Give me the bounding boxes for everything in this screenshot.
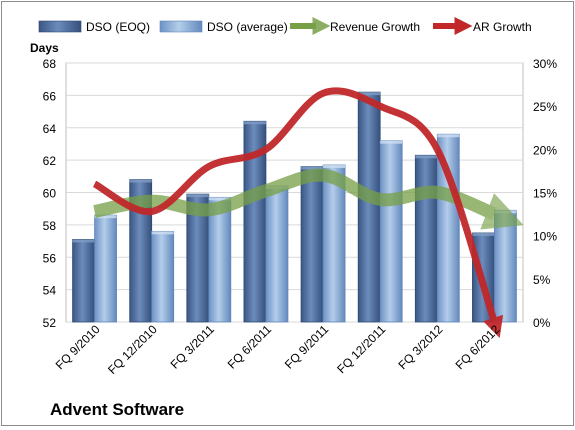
y2-tick-label: 5% [533, 273, 551, 287]
legend-item-revenue-growth: Revenue Growth [290, 17, 420, 35]
y-tick-label: 60 [43, 187, 57, 201]
bar-dso-average [94, 214, 117, 323]
y2-tick-label: 30% [533, 57, 557, 71]
legend-label-dso-eoq: DSO (EOQ) [86, 20, 150, 34]
bar-cap [415, 155, 438, 159]
growth-lines [92, 87, 524, 338]
bar-cap [380, 140, 403, 144]
legend-label-ar-growth: AR Growth [473, 20, 532, 34]
x-tick-label: FQ 3/2011 [168, 322, 218, 372]
x-tick-label: FQ 6/2011 [225, 322, 275, 372]
x-tick-label: FQ 9/2011 [282, 322, 332, 372]
y-tick-label: 56 [43, 251, 57, 265]
y-tick-label: 58 [43, 219, 57, 233]
y2-tick-label: 25% [533, 100, 557, 114]
bar-cap [323, 164, 346, 168]
bar-cap [72, 239, 95, 243]
bar-dso-average [265, 185, 289, 323]
y2-tick-label: 15% [533, 187, 557, 201]
x-tick-label: FQ 3/2012 [395, 322, 445, 372]
y-tick-label: 66 [43, 89, 57, 103]
bar-dso-eoq [300, 166, 324, 323]
ar-growth-line [92, 87, 504, 338]
bar-cap [472, 232, 495, 236]
left-axis: 52 54 56 58 60 62 64 66 68 [43, 57, 57, 330]
y2-tick-label: 0% [533, 316, 551, 330]
legend-item-dso-eoq: DSO (EOQ) [38, 20, 150, 34]
bar-dso-eoq [72, 239, 95, 323]
revenue-growth-line [93, 168, 524, 230]
x-tick-label: FQ 6/2012 [453, 322, 503, 372]
legend-label-revenue-growth: Revenue Growth [330, 20, 420, 34]
company-name: Advent Software [50, 400, 185, 419]
bar-cap [186, 194, 209, 198]
legend-item-ar-growth: AR Growth [433, 17, 532, 35]
legend-swatch-dso-eoq [38, 20, 82, 33]
y2-tick-label: 10% [533, 230, 557, 244]
y-tick-label: 64 [43, 122, 57, 136]
x-axis: FQ 9/2010 FQ 12/2010 FQ 3/2011 FQ 6/2011 FQ … [53, 322, 503, 377]
legend-swatch-dso-average [159, 20, 203, 33]
bar-cap [129, 179, 152, 183]
bar-dso-average [494, 209, 517, 323]
legend-item-dso-average: DSO (average) [159, 20, 288, 34]
bar-dso-average [379, 140, 403, 323]
y-tick-label: 54 [43, 284, 57, 298]
chart: 52 54 56 58 60 62 64 66 68 0% 5% 10% 15% 20% 25% 30% F… [30, 17, 557, 377]
bars [72, 91, 517, 323]
y-tick-label: 62 [43, 154, 57, 168]
bar-cap [94, 215, 117, 219]
x-tick-label: FQ 9/2010 [53, 322, 103, 372]
legend-label-dso-average: DSO (average) [207, 20, 288, 34]
y2-tick-label: 20% [533, 143, 557, 157]
bar-cap [151, 231, 174, 235]
x-tick-label: FQ 12/2010 [105, 322, 160, 377]
y-axis-label: Days [30, 41, 59, 55]
y-tick-label: 52 [43, 316, 57, 330]
bar-dso-average [208, 196, 232, 323]
bar-cap [494, 210, 517, 214]
bar-cap [208, 197, 231, 201]
bar-cap [358, 92, 381, 96]
bar-cap [301, 166, 324, 170]
bar-cap [437, 134, 460, 138]
bar-cap [243, 121, 266, 125]
right-axis: 0% 5% 10% 15% 20% 25% 30% [533, 57, 557, 330]
y-tick-label: 68 [43, 57, 57, 71]
bar-dso-eoq [414, 154, 438, 323]
x-tick-label: FQ 12/2011 [334, 322, 388, 376]
bar-dso-average [151, 230, 175, 323]
bar-dso-eoq [357, 91, 381, 323]
legend: DSO (EOQ) DSO (average) Revenue Growth A… [38, 17, 532, 35]
